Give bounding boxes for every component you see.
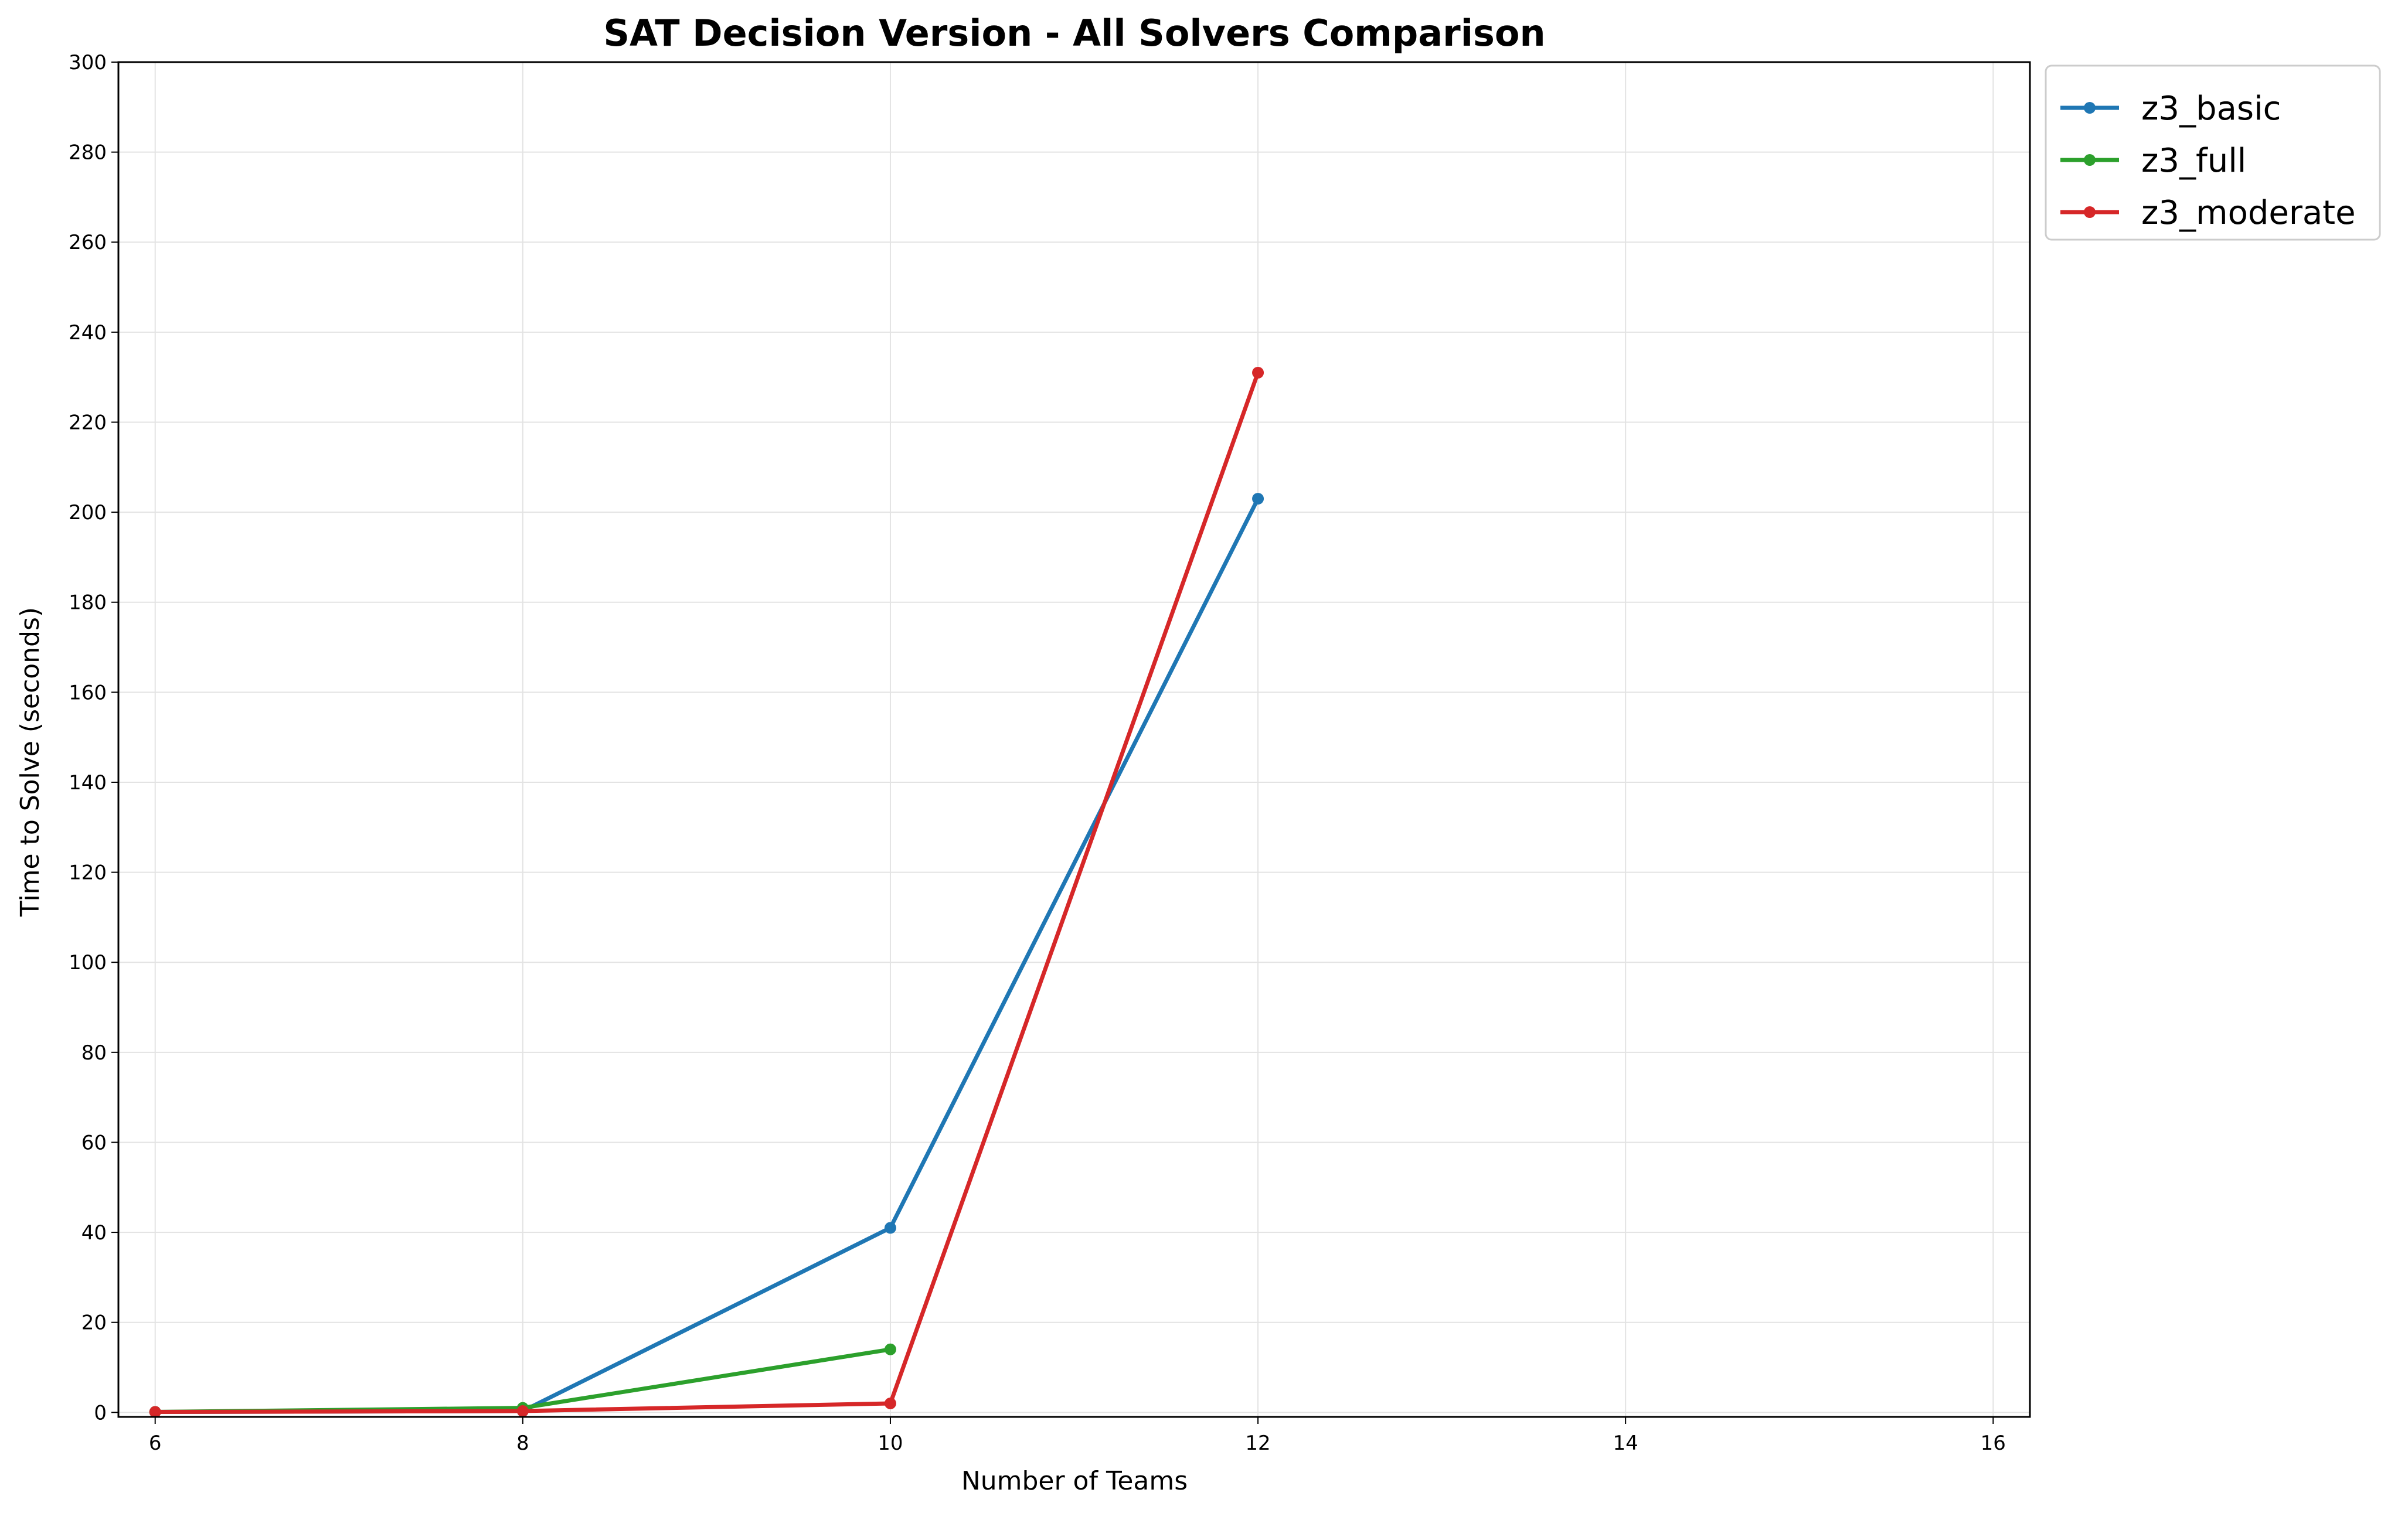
legend-box	[2045, 64, 2381, 241]
axis-ticks: 6 8 10 12 14 16020406080100120140160180200220…	[69, 51, 2006, 1455]
y-tick-label: 200	[69, 501, 107, 524]
data-point-z3_full	[884, 1343, 896, 1355]
y-tick-label: 280	[69, 141, 107, 165]
series-line-z3_moderate	[153, 370, 1260, 1415]
x-tick-label: 6	[149, 1432, 162, 1455]
y-tick-label: 100	[69, 951, 107, 974]
x-tick-label: 14	[1613, 1432, 1638, 1455]
legend-label-z3_basic: z3_basic	[2141, 90, 2281, 128]
y-tick-label: 180	[69, 591, 107, 615]
data-point-z3_moderate	[149, 1406, 161, 1418]
chart-title: SAT Decision Version - All Solvers Compa…	[603, 12, 1545, 54]
y-tick-label: 60	[81, 1131, 107, 1154]
y-tick-label: 40	[81, 1221, 107, 1245]
legend-marker-z3_moderate	[2084, 206, 2096, 218]
y-tick-label: 80	[81, 1041, 107, 1065]
x-tick-label: 16	[1981, 1432, 2006, 1455]
x-axis-title: Number of Teams	[961, 1466, 1188, 1496]
y-tick-label: 300	[69, 51, 107, 74]
legend-marker-z3_full	[2084, 154, 2096, 166]
data-point-z3_moderate	[516, 1405, 529, 1417]
plot-frame	[117, 61, 2031, 1418]
data-point-z3_moderate	[884, 1397, 896, 1409]
grid	[118, 62, 2030, 1417]
y-tick-label: 20	[81, 1311, 107, 1335]
y-tick-label: 0	[94, 1401, 107, 1425]
x-tick-label: 10	[878, 1432, 903, 1455]
y-tick-label: 220	[69, 411, 107, 434]
y-tick-label: 120	[69, 861, 107, 885]
legend-label-z3_moderate: z3_moderate	[2141, 194, 2356, 232]
series-layer	[149, 366, 1264, 1418]
x-tick-label: 12	[1245, 1432, 1270, 1455]
legend-marker-z3_basic	[2084, 102, 2096, 114]
series-line-z3_basic	[153, 496, 1260, 1415]
legend-label-z3_full: z3_full	[2141, 142, 2246, 180]
legend: z3_basic z3_full z3_moderate	[2045, 64, 2381, 241]
y-tick-label: 240	[69, 321, 107, 345]
y-tick-label: 140	[69, 771, 107, 795]
data-point-z3_basic	[1252, 493, 1264, 505]
data-point-z3_moderate	[1252, 366, 1264, 379]
y-tick-label: 160	[69, 681, 107, 704]
data-point-z3_basic	[884, 1222, 896, 1234]
y-axis-title: Time to Solve (seconds)	[15, 607, 45, 917]
y-tick-label: 260	[69, 231, 107, 254]
x-tick-label: 8	[516, 1432, 529, 1455]
